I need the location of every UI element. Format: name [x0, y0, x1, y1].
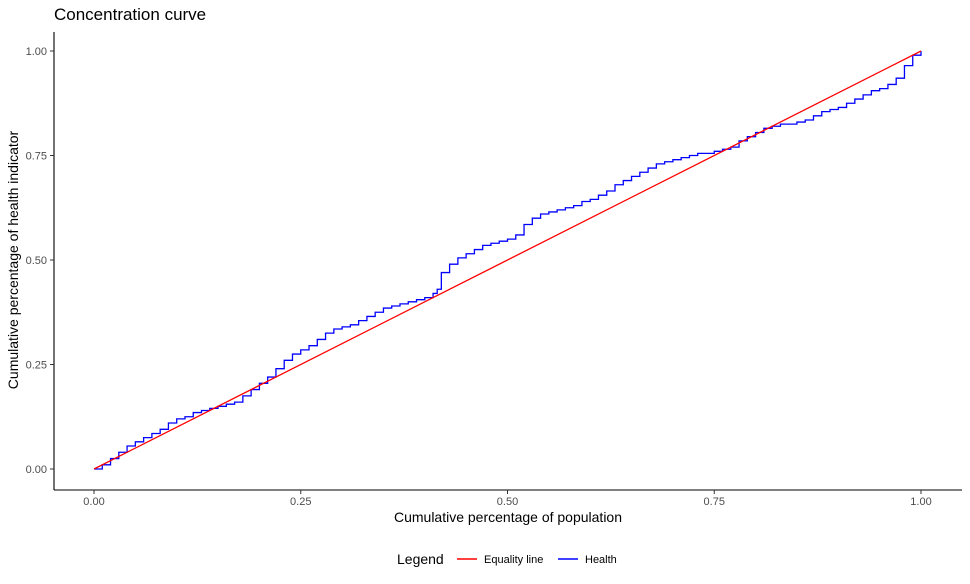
x-tick-label: 0.75 — [704, 496, 725, 508]
x-axis-ticks: 0.00 0.25 0.50 0.75 1.00 — [83, 490, 932, 508]
series-layer — [93, 50, 922, 470]
y-tick-label: 1.00 — [26, 46, 47, 58]
plot-area: 0.00 0.25 0.50 0.75 1.00 0.00 0.25 0.50 0.75 1.0… — [26, 32, 962, 508]
legend-label-equality-line: Equality line — [484, 554, 543, 566]
x-tick-label: 1.00 — [910, 496, 931, 508]
chart-title: Concentration curve — [54, 5, 206, 24]
y-axis-ticks: 0.00 0.25 0.50 0.75 1.00 — [26, 46, 54, 476]
legend-title: Legend — [397, 551, 444, 567]
y-tick-label: 0.50 — [26, 255, 47, 267]
series-line-health — [94, 51, 922, 470]
x-axis-title: Cumulative percentage of population — [394, 509, 622, 525]
y-axis-title: Cumulative percentage of health indicato… — [5, 130, 21, 389]
y-tick-label: 0.00 — [26, 464, 47, 476]
y-tick-label: 0.25 — [26, 360, 47, 372]
series-line-equality-line — [93, 50, 922, 470]
y-tick-label: 0.75 — [26, 151, 47, 163]
x-tick-label: 0.50 — [497, 496, 518, 508]
x-tick-label: 0.00 — [83, 496, 104, 508]
legend: Legend Equality line Health — [397, 551, 617, 567]
x-tick-label: 0.25 — [290, 496, 311, 508]
legend-label-health: Health — [585, 554, 617, 566]
